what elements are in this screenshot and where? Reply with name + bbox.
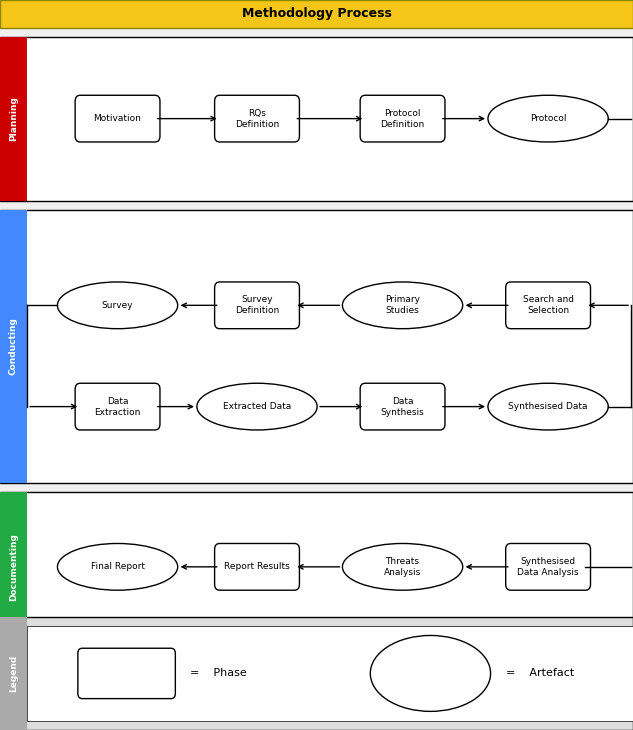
FancyBboxPatch shape xyxy=(75,96,160,142)
Bar xyxy=(0,210,633,483)
Text: =    Artefact: = Artefact xyxy=(506,669,575,678)
Bar xyxy=(0,617,27,730)
FancyBboxPatch shape xyxy=(75,383,160,430)
Text: =    Phase: = Phase xyxy=(190,669,247,678)
Bar xyxy=(0,28,633,36)
Text: Protocol: Protocol xyxy=(530,114,567,123)
FancyBboxPatch shape xyxy=(78,648,175,699)
Text: Protocol
Definition: Protocol Definition xyxy=(380,109,425,128)
Bar xyxy=(0,483,633,492)
Text: Extracted Data: Extracted Data xyxy=(223,402,291,411)
Text: Legend: Legend xyxy=(9,655,18,692)
FancyBboxPatch shape xyxy=(360,383,445,430)
FancyBboxPatch shape xyxy=(506,282,591,328)
Text: Synthesised
Data Analysis: Synthesised Data Analysis xyxy=(517,557,579,577)
Ellipse shape xyxy=(370,635,491,711)
Bar xyxy=(0,492,27,642)
Ellipse shape xyxy=(58,543,178,590)
Text: RQs
Definition: RQs Definition xyxy=(235,109,279,128)
Bar xyxy=(0,0,633,28)
Text: Threats
Analysis: Threats Analysis xyxy=(384,557,421,577)
Bar xyxy=(0,201,633,210)
Bar xyxy=(0,36,633,201)
Text: Conducting: Conducting xyxy=(9,318,18,375)
Text: Final Report: Final Report xyxy=(91,562,144,572)
Text: Motivation: Motivation xyxy=(94,114,142,123)
Ellipse shape xyxy=(488,95,608,142)
Text: Survey
Definition: Survey Definition xyxy=(235,295,279,315)
Bar xyxy=(0,36,27,201)
Ellipse shape xyxy=(342,282,463,328)
Text: Methodology Process: Methodology Process xyxy=(242,7,391,20)
Text: Survey: Survey xyxy=(102,301,134,310)
Text: Report Results: Report Results xyxy=(224,562,290,572)
Bar xyxy=(0,617,633,730)
Ellipse shape xyxy=(58,282,178,328)
FancyBboxPatch shape xyxy=(506,543,591,590)
Text: Synthesised Data: Synthesised Data xyxy=(508,402,588,411)
Text: Data
Extraction: Data Extraction xyxy=(94,396,141,417)
Ellipse shape xyxy=(197,383,317,430)
FancyBboxPatch shape xyxy=(215,282,299,328)
Text: Documenting: Documenting xyxy=(9,533,18,601)
FancyBboxPatch shape xyxy=(215,543,299,590)
Text: Planning: Planning xyxy=(9,96,18,141)
Text: Search and
Selection: Search and Selection xyxy=(523,295,573,315)
Ellipse shape xyxy=(488,383,608,430)
Text: Primary
Studies: Primary Studies xyxy=(385,295,420,315)
Bar xyxy=(27,626,633,721)
Bar xyxy=(0,492,633,642)
Ellipse shape xyxy=(342,543,463,590)
Bar xyxy=(0,210,27,483)
FancyBboxPatch shape xyxy=(360,96,445,142)
Text: Data
Synthesis: Data Synthesis xyxy=(380,396,425,417)
FancyBboxPatch shape xyxy=(215,96,299,142)
